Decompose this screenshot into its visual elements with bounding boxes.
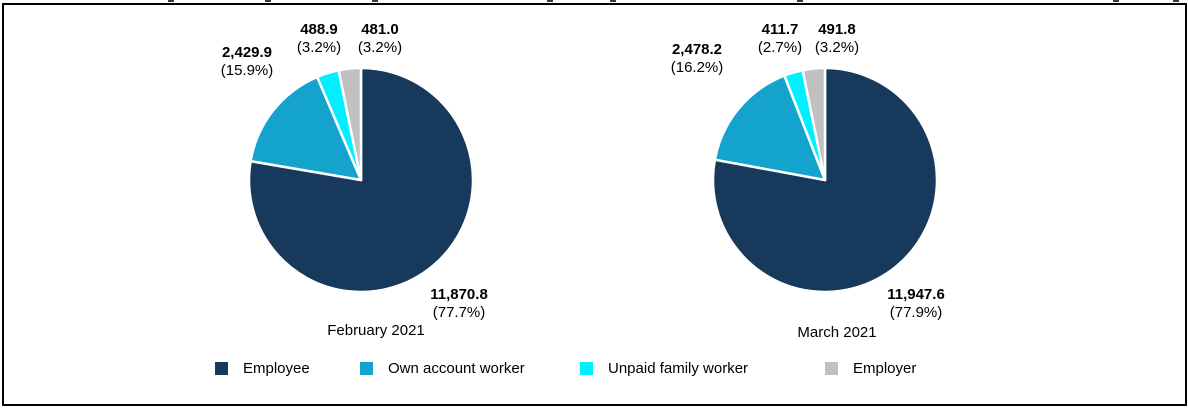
legend-swatch-unpaid-family-worker — [580, 361, 593, 375]
pie-slice-own-account-worker-february-2021 — [249, 75, 363, 182]
data-label-value: 481.0 — [361, 21, 399, 38]
clipped-text-fragment — [610, 0, 616, 2]
pie-slice-employer-february-2021 — [337, 66, 363, 182]
data-label-percent: (2.7%) — [757, 39, 803, 56]
data-label-unpaid-family-mar: 411.7 (2.7%) — [758, 21, 802, 57]
data-label-value: 11,947.6 — [887, 286, 945, 303]
legend-swatch-employer — [825, 361, 838, 375]
data-label-percent: (77.7%) — [432, 304, 486, 321]
legend-label: Employer — [853, 359, 917, 377]
data-label-own-account-mar: 2,478.2 (16.2%) — [671, 41, 724, 77]
pie-slice-own-account-worker-march-2021 — [713, 74, 827, 182]
data-label-value: 11,870.8 — [430, 286, 488, 303]
pie-title-march-2021: March 2021 — [797, 324, 877, 341]
clipped-text-fragment — [1173, 0, 1179, 2]
legend-item-employer: Employer — [825, 358, 916, 378]
clipped-text-fragment — [1113, 0, 1119, 2]
data-label-percent: (3.2%) — [357, 39, 403, 56]
clipped-text-fragment — [168, 0, 174, 2]
data-label-employee-feb: 11,870.8 (77.7%) — [430, 286, 488, 322]
legend-label: Employee — [243, 359, 310, 377]
data-label-value: 411.7 — [761, 21, 799, 38]
legend-item-employee: Employee — [215, 358, 310, 378]
legend-swatch-employee — [215, 361, 228, 375]
data-label-value: 488.9 — [300, 21, 338, 38]
data-label-percent: (3.2%) — [296, 39, 342, 56]
legend-swatch-own-account-worker — [360, 361, 373, 375]
data-label-percent: (3.2%) — [814, 39, 860, 56]
data-label-percent: (77.9%) — [889, 304, 943, 321]
clipped-text-fragment — [797, 0, 803, 2]
data-label-unpaid-family-feb: 488.9 (3.2%) — [297, 21, 341, 57]
chart-frame-border — [2, 3, 1187, 406]
pie-slice-employee-february-2021 — [247, 66, 475, 294]
data-label-employer-mar: 491.8 (3.2%) — [815, 21, 859, 57]
legend-item-unpaid-family-worker: Unpaid family worker — [580, 358, 748, 378]
clipped-text-fragment — [547, 0, 553, 2]
legend-label: Own account worker — [388, 359, 525, 377]
data-label-percent: (15.9%) — [220, 62, 274, 79]
data-label-value: 2,429.9 — [221, 44, 273, 61]
clipped-text-fragment — [265, 0, 271, 2]
data-label-value: 491.8 — [818, 21, 856, 38]
data-label-employer-feb: 481.0 (3.2%) — [358, 21, 402, 57]
chart-legend: Employee Own account worker Unpaid famil… — [0, 358, 1188, 378]
data-label-value: 2,478.2 — [671, 41, 723, 58]
legend-label: Unpaid family worker — [608, 359, 749, 377]
data-label-percent: (16.2%) — [670, 59, 724, 76]
pie-title-february-2021: February 2021 — [327, 322, 425, 339]
data-label-employee-mar: 11,947.6 (77.9%) — [887, 286, 945, 322]
data-label-own-account-feb: 2,429.9 (15.9%) — [221, 44, 274, 80]
pie-slice-employer-march-2021 — [801, 66, 827, 182]
legend-item-own-account-worker: Own account worker — [360, 358, 525, 378]
clipped-text-fragment — [372, 0, 378, 2]
